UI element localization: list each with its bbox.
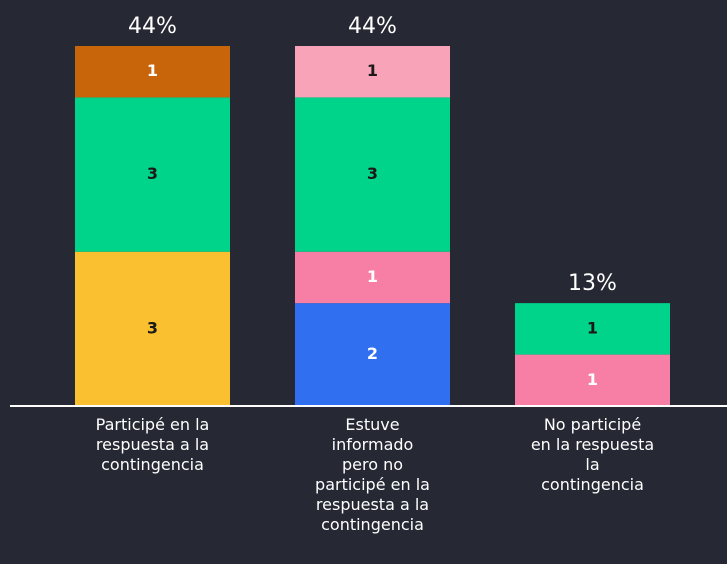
segment-label: 1 (587, 318, 598, 337)
segment-label: 1 (587, 370, 598, 389)
segment-label: 2 (367, 344, 378, 363)
x-tick-label: Estuve informado pero no participé en la res… (315, 415, 430, 534)
bar-segment (75, 97, 230, 252)
bar-segment (295, 251, 450, 304)
segment-label: 1 (367, 61, 378, 80)
segment-label: 3 (147, 318, 158, 337)
x-tick-label: Participé en la respuesta a la contingenci… (96, 415, 210, 474)
bar-segment (75, 251, 230, 406)
bar-segment (75, 46, 230, 98)
bar-segment (295, 303, 450, 406)
segment-label: 3 (367, 164, 378, 183)
bar-segment (515, 303, 670, 355)
segment-label: 3 (147, 164, 158, 183)
segment-label: 1 (147, 61, 158, 80)
bar-segment (515, 354, 670, 406)
total-label: 13% (568, 271, 617, 296)
bar-segment (295, 97, 450, 252)
total-label: 44% (128, 14, 177, 39)
segment-label: 1 (367, 267, 378, 286)
x-tick-label: No participé en la respuesta la contingenci… (531, 415, 654, 494)
bar-segment (295, 46, 450, 98)
total-label: 44% (348, 14, 397, 39)
